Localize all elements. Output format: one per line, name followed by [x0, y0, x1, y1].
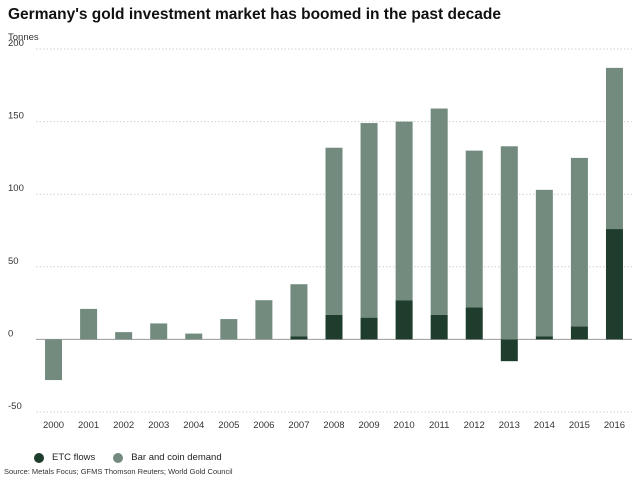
- y-tick-label: 100: [8, 183, 24, 194]
- chart-title: Germany's gold investment market has boo…: [8, 6, 501, 23]
- bar-bar-coin-2008: [325, 147, 343, 315]
- bar-etc-flows-2016: [605, 229, 623, 340]
- y-tick-label: 50: [8, 256, 19, 267]
- legend-item-etc: ETC flows: [34, 452, 95, 463]
- x-tick-label: 2014: [534, 420, 555, 431]
- bar-bar-coin-2010: [395, 121, 413, 301]
- x-tick-label: 2007: [288, 420, 309, 431]
- y-tick-labels: -50 0 50 100 150 200: [8, 38, 24, 412]
- x-tick-label: 2013: [499, 420, 520, 431]
- x-tick-label: 2004: [183, 420, 204, 431]
- bar-bar-coin-2003: [150, 323, 168, 340]
- bar-etc-flows-2012: [465, 307, 483, 340]
- bar-bar-coin-2004: [185, 333, 203, 340]
- x-tick-label: 2008: [323, 420, 344, 431]
- bar-etc-flows-2014: [535, 336, 553, 340]
- bar-bar-coin-2000: [45, 339, 63, 381]
- legend-label-etc: ETC flows: [52, 452, 96, 463]
- legend-item-bar-coin: Bar and coin demand: [113, 452, 222, 463]
- bar-etc-flows-2010: [395, 300, 413, 340]
- x-tick-label: 2005: [218, 420, 239, 431]
- x-tick-label: 2006: [253, 420, 274, 431]
- y-axis-label: Tonnes: [8, 32, 39, 43]
- x-tick-label: 2000: [43, 420, 64, 431]
- y-tick-label: 150: [8, 111, 24, 122]
- legend-label-bar-coin: Bar and coin demand: [131, 452, 222, 463]
- x-tick-label: 2002: [113, 420, 134, 431]
- bar-bar-coin-2007: [290, 284, 308, 337]
- bar-etc-flows-2008: [325, 314, 343, 340]
- source-note: Source: Metals Focus; GFMS Thomson Reute…: [4, 467, 233, 476]
- y-tick-label: -50: [8, 401, 22, 412]
- bar-etc-flows-2007: [290, 336, 308, 340]
- y-tick-label: 200: [8, 38, 24, 49]
- x-tick-label: 2011: [429, 420, 449, 431]
- bar-bar-coin-2011: [430, 108, 448, 315]
- bar-bar-coin-2001: [80, 308, 98, 340]
- y-tick-label: 0: [8, 328, 13, 339]
- x-tick-labels: 2000 2001 2002 2003 2004 2005 2006 2007 2008 2009…: [43, 420, 625, 431]
- bar-etc-flows-2013: [500, 339, 518, 362]
- legend-swatch-bar-coin: [113, 452, 124, 463]
- bar-etc-flows-2015: [570, 326, 588, 340]
- x-tick-label: 2015: [569, 420, 590, 431]
- bar-etc-flows-2011: [430, 314, 448, 340]
- x-tick-label: 2016: [604, 420, 625, 431]
- x-tick-label: 2012: [464, 420, 485, 431]
- bar-etc-flows-2009: [360, 317, 378, 340]
- bar-bar-coin-2015: [570, 157, 588, 327]
- bar-bar-coin-2013: [500, 146, 518, 340]
- bar-bar-coin-2002: [115, 332, 133, 340]
- x-tick-label: 2001: [78, 420, 99, 431]
- bar-bar-coin-2012: [465, 150, 483, 308]
- x-tick-label: 2003: [148, 420, 169, 431]
- legend: ETC flows Bar and coin demand: [34, 452, 240, 463]
- bar-bar-coin-2009: [360, 123, 378, 318]
- x-tick-label: 2010: [394, 420, 415, 431]
- x-tick-label: 2009: [358, 420, 379, 431]
- bar-bar-coin-2016: [605, 67, 623, 230]
- bars: [45, 67, 623, 381]
- bar-bar-coin-2005: [220, 319, 238, 340]
- bar-bar-coin-2014: [535, 189, 553, 337]
- legend-swatch-etc: [34, 452, 44, 463]
- bar-bar-coin-2006: [255, 300, 273, 340]
